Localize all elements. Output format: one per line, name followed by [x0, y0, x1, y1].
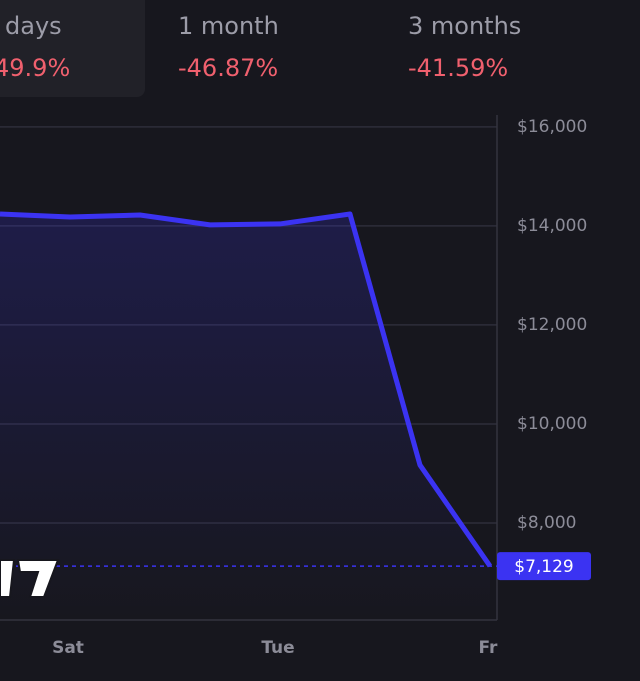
selected-tab[interactable]	[0, 0, 145, 97]
tab-change: -46.87%	[178, 54, 278, 82]
chart: $8,000 $10,000 $12,000 $14,000 $16,000 Sat Tue…	[0, 115, 591, 658]
y-tick-label: $14,000	[517, 216, 587, 236]
tab-change: -41.59%	[408, 54, 508, 82]
area	[0, 214, 490, 621]
x-tick-label: Fr	[479, 638, 499, 658]
price-line	[0, 211, 493, 568]
logo	[0, 559, 60, 598]
tab-label[interactable]: days	[5, 12, 62, 40]
x-tick-label: Tue	[261, 638, 294, 658]
tab-label[interactable]: 3 months	[408, 12, 521, 40]
y-tick-label: $12,000	[517, 315, 587, 335]
tabs: days 49.9% 1 month -46.87% 3 months -41.…	[0, 12, 521, 82]
y-tick-label: $8,000	[517, 513, 576, 533]
y-tick-label: $10,000	[517, 414, 587, 434]
price-badge	[497, 552, 591, 581]
tab-change: 49.9%	[0, 54, 70, 82]
y-tick-label: $16,000	[517, 117, 587, 137]
price-label: $7,129	[514, 557, 573, 577]
x-tick-label: Sat	[52, 638, 84, 658]
tab-label[interactable]: 1 month	[178, 12, 279, 40]
